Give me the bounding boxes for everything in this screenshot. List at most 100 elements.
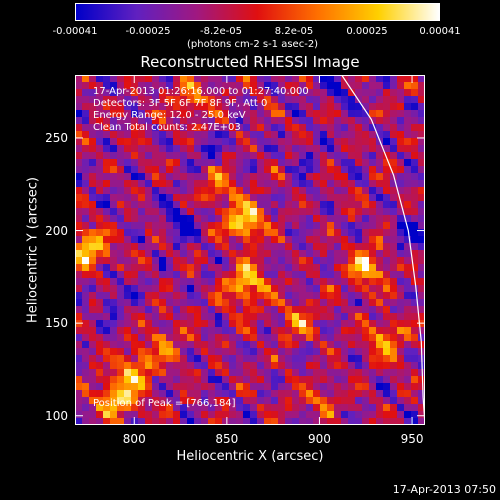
- heatmap-cell: [334, 145, 342, 153]
- heatmap-cell: [194, 180, 202, 188]
- heatmap-cell: [159, 341, 167, 349]
- heatmap-cell: [131, 208, 139, 216]
- heatmap-cell: [124, 327, 132, 335]
- heatmap-cell: [411, 390, 419, 398]
- heatmap-cell: [383, 138, 391, 146]
- heatmap-cell: [124, 138, 132, 146]
- heatmap-cell: [292, 180, 300, 188]
- heatmap-cell: [166, 215, 174, 223]
- heatmap-cell: [320, 327, 328, 335]
- heatmap-cell: [159, 89, 167, 97]
- heatmap-cell: [320, 117, 328, 125]
- heatmap-cell: [173, 82, 181, 90]
- heatmap-cell: [152, 201, 160, 209]
- heatmap-cell: [390, 117, 398, 125]
- heatmap-cell: [173, 411, 181, 419]
- heatmap-cell: [271, 236, 279, 244]
- heatmap-cell: [82, 348, 90, 356]
- heatmap-cell: [173, 341, 181, 349]
- heatmap-cell: [131, 124, 139, 132]
- heatmap-cell: [278, 313, 286, 321]
- heatmap-cell: [411, 152, 419, 160]
- heatmap-cell: [404, 418, 412, 425]
- heatmap-cell: [236, 75, 244, 83]
- heatmap-cell: [348, 369, 356, 377]
- heatmap-cell: [89, 215, 97, 223]
- heatmap-cell: [166, 334, 174, 342]
- heatmap-cell: [194, 208, 202, 216]
- heatmap-cell: [383, 250, 391, 258]
- heatmap-cell: [369, 341, 377, 349]
- heatmap-cell: [229, 159, 237, 167]
- heatmap-cell: [117, 257, 125, 265]
- heatmap-cell: [82, 250, 90, 258]
- heatmap-cell: [257, 208, 265, 216]
- heatmap-cell: [89, 145, 97, 153]
- heatmap-cell: [243, 376, 251, 384]
- heatmap-cell: [285, 404, 293, 412]
- heatmap-cell: [250, 159, 258, 167]
- heatmap-cell: [131, 320, 139, 328]
- heatmap-cell: [222, 404, 230, 412]
- heatmap-cell: [75, 236, 83, 244]
- heatmap-cell: [159, 222, 167, 230]
- heatmap-cell: [124, 131, 132, 139]
- heatmap-cell: [75, 264, 83, 272]
- heatmap-cell: [152, 271, 160, 279]
- heatmap-cell: [236, 89, 244, 97]
- heatmap-cell: [145, 131, 153, 139]
- heatmap-cell: [376, 89, 384, 97]
- heatmap-cell: [299, 306, 307, 314]
- heatmap-cell: [355, 306, 363, 314]
- heatmap-cell: [292, 376, 300, 384]
- heatmap-cell: [222, 341, 230, 349]
- heatmap-cell: [327, 285, 335, 293]
- heatmap-cell: [362, 257, 370, 265]
- heatmap-cell: [236, 96, 244, 104]
- heatmap-cell: [250, 215, 258, 223]
- heatmap-cell: [243, 320, 251, 328]
- heatmap-cell: [327, 355, 335, 363]
- heatmap-cell: [264, 383, 272, 391]
- heatmap-cell: [250, 320, 258, 328]
- heatmap-cell: [103, 89, 111, 97]
- heatmap-cell: [404, 320, 412, 328]
- heatmap-cell: [299, 138, 307, 146]
- heatmap-cell: [418, 397, 425, 405]
- heatmap-cell: [369, 390, 377, 398]
- heatmap-cell: [376, 124, 384, 132]
- heatmap-cell: [299, 194, 307, 202]
- heatmap-cell: [82, 313, 90, 321]
- heatmap-cell: [110, 166, 118, 174]
- heatmap-cell: [110, 369, 118, 377]
- heatmap-cell: [152, 390, 160, 398]
- heatmap-cell: [278, 222, 286, 230]
- heatmap-cell: [341, 418, 349, 425]
- heatmap-cell: [257, 187, 265, 195]
- heatmap-cell: [327, 131, 335, 139]
- heatmap-cell: [313, 397, 321, 405]
- heatmap-cell: [229, 236, 237, 244]
- heatmap-cell: [229, 194, 237, 202]
- heatmap-cell: [320, 243, 328, 251]
- heatmap-cell: [285, 355, 293, 363]
- heatmap-cell: [355, 75, 363, 83]
- heatmap-cell: [236, 397, 244, 405]
- heatmap-cell: [264, 166, 272, 174]
- heatmap-cell: [320, 299, 328, 307]
- heatmap-cell: [89, 320, 97, 328]
- heatmap-cell: [397, 124, 405, 132]
- heatmap-cell: [152, 348, 160, 356]
- heatmap-cell: [236, 313, 244, 321]
- heatmap-cell: [243, 362, 251, 370]
- heatmap-cell: [201, 194, 209, 202]
- heatmap-cell: [75, 187, 83, 195]
- heatmap-cell: [257, 201, 265, 209]
- heatmap-cell: [355, 341, 363, 349]
- heatmap-cell: [187, 75, 195, 83]
- heatmap-cell: [362, 390, 370, 398]
- heatmap-cell: [306, 96, 314, 104]
- heatmap-cell: [145, 292, 153, 300]
- heatmap-cell: [96, 103, 104, 111]
- heatmap-cell: [355, 271, 363, 279]
